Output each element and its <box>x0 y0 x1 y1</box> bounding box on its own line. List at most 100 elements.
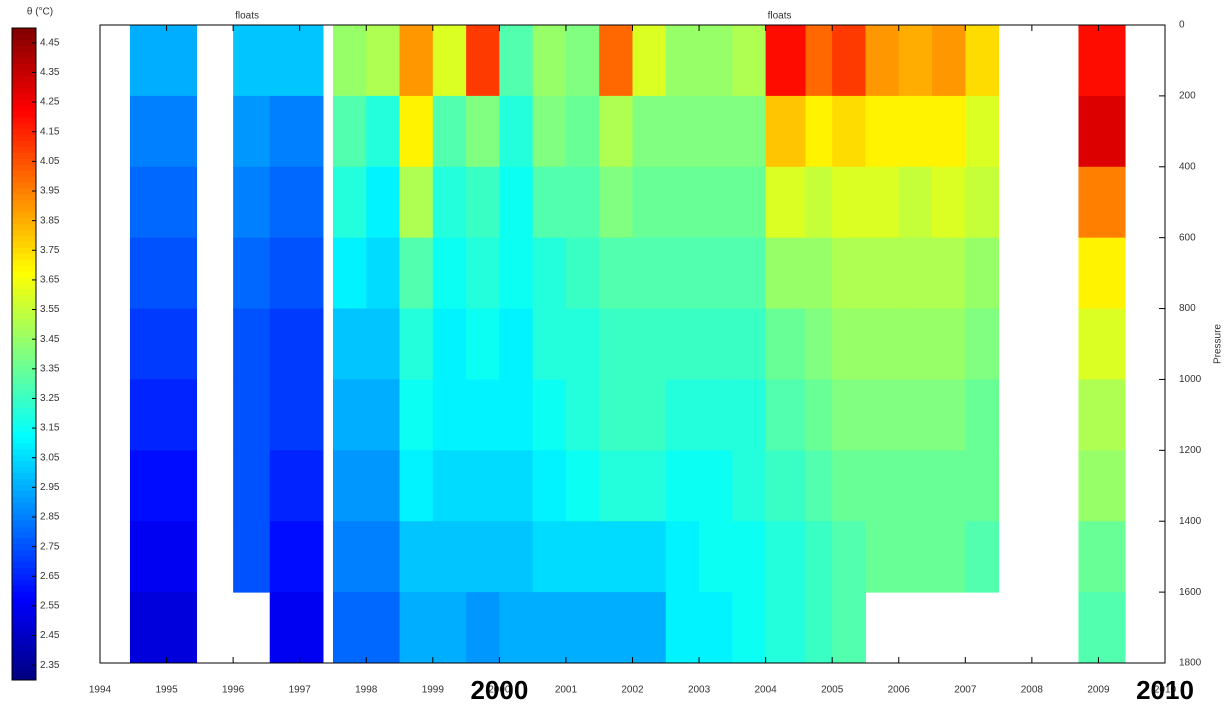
heat-cell <box>632 379 667 451</box>
heat-cell <box>865 25 900 97</box>
annotation: floats <box>768 11 792 22</box>
heat-cell <box>965 166 1000 239</box>
colorbar-swatch <box>12 211 36 219</box>
colorbar-swatch <box>12 87 36 94</box>
heat-cell <box>332 95 367 168</box>
colorbar-swatch <box>12 128 36 136</box>
colorbar-tick-label: 2.75 <box>40 541 60 552</box>
heat-cell <box>898 308 933 380</box>
x-tick-label: 1994 <box>89 685 112 696</box>
heat-cell <box>665 450 700 522</box>
heat-cell <box>466 308 500 380</box>
heat-cell <box>699 450 733 522</box>
heat-cell <box>399 450 434 522</box>
colorbar-swatch <box>12 140 36 148</box>
heat-cell <box>432 95 467 168</box>
heat-cell <box>732 237 767 310</box>
colorbar-swatch <box>12 472 36 479</box>
heat-cell <box>865 95 900 168</box>
heat-cell <box>898 379 933 451</box>
heat-cell <box>366 166 401 239</box>
heat-cell <box>832 450 866 522</box>
heat-cell <box>699 25 733 97</box>
colorbar-swatch <box>12 436 36 444</box>
colorbar-swatch <box>12 318 36 325</box>
colorbar-swatch <box>12 170 36 177</box>
x-tick-label: 2004 <box>755 685 778 696</box>
heat-cell <box>932 95 966 168</box>
heat-cell <box>665 379 700 451</box>
heat-cell <box>565 95 600 168</box>
colorbar-swatch <box>12 626 36 634</box>
colorbar-swatch <box>12 383 36 391</box>
heat-cell <box>129 166 198 239</box>
heat-cell <box>832 521 866 593</box>
heat-cell <box>632 592 667 664</box>
x-tick-label: 1996 <box>222 685 245 696</box>
heat-cell <box>599 25 633 97</box>
heat-cell <box>805 237 833 310</box>
colorbar-swatch <box>12 608 36 616</box>
heat-cell <box>399 521 434 593</box>
colorbar-swatch <box>12 359 36 367</box>
heat-cell <box>1078 237 1126 310</box>
heat-cell <box>732 25 767 97</box>
colorbar-swatch <box>12 306 36 314</box>
heat-cell <box>805 25 833 97</box>
x-tick-label: 1998 <box>355 685 378 696</box>
colorbar-swatch <box>12 116 36 124</box>
heat-cell <box>332 25 367 97</box>
y-tick-label: 1800 <box>1179 658 1202 669</box>
colorbar-swatch <box>12 490 36 497</box>
colorbar-swatch <box>12 259 36 266</box>
heat-cell <box>366 95 401 168</box>
colorbar-tick-label: 4.35 <box>40 67 60 78</box>
colorbar-swatch <box>12 496 36 503</box>
colorbar-swatch <box>12 51 36 59</box>
heat-cell <box>332 450 367 522</box>
annotation: 2010 <box>1136 675 1194 705</box>
heat-cell <box>632 95 667 168</box>
colorbar-tick-label: 4.05 <box>40 156 60 167</box>
colorbar-swatch <box>12 28 36 35</box>
heat-cell <box>366 308 401 380</box>
heat-cell <box>399 379 434 451</box>
colorbar-swatch <box>12 632 36 640</box>
heat-cell <box>332 379 367 451</box>
colorbar-swatch <box>12 199 36 207</box>
annotation: 2000 <box>470 675 528 705</box>
heat-cell <box>399 308 434 380</box>
colorbar-swatch <box>12 176 36 183</box>
y-tick-label: 1400 <box>1179 516 1202 527</box>
heat-cell <box>699 308 733 380</box>
colorbar-swatch <box>12 57 36 65</box>
heat-cell <box>565 379 600 451</box>
colorbar-swatch <box>12 193 36 201</box>
heat-cell <box>965 308 1000 380</box>
heat-cell <box>499 166 534 239</box>
heat-cell <box>269 237 324 310</box>
heat-cell <box>565 308 600 380</box>
colorbar-swatch <box>12 294 36 302</box>
heat-cell <box>466 521 500 593</box>
y-tick-label: 200 <box>1179 91 1196 102</box>
colorbar-swatch <box>12 454 36 462</box>
heat-cell <box>865 237 900 310</box>
heat-cell <box>233 308 271 380</box>
heat-cell <box>269 308 324 380</box>
colorbar-swatch <box>12 223 36 231</box>
heat-cell <box>599 592 633 664</box>
colorbar-swatch <box>12 401 36 408</box>
colorbar-swatch <box>12 425 36 432</box>
colorbar-swatch <box>12 442 36 450</box>
heat-cell <box>399 95 434 168</box>
heat-cell <box>765 379 807 451</box>
colorbar-swatch <box>12 597 36 604</box>
heat-cell <box>599 379 633 451</box>
annotation: floats <box>235 11 259 22</box>
heat-cell <box>732 592 767 664</box>
colorbar-swatch <box>12 271 36 278</box>
colorbar-swatch <box>12 105 36 112</box>
heat-cell <box>466 166 500 239</box>
